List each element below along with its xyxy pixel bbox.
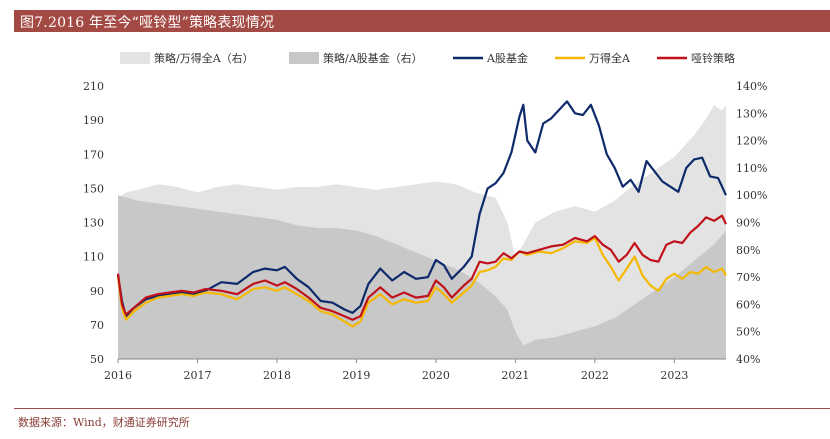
source-divider — [14, 408, 830, 409]
x-tick-label: 2020 — [422, 369, 450, 382]
line-series-5 — [116, 214, 727, 321]
y-right-tick-label: 90% — [736, 217, 760, 230]
title-bar: 图7.2016 年至今“哑铃型”策略表现情况 — [14, 10, 830, 32]
x-tick-label: 2016 — [104, 369, 132, 382]
y-left-tick-label: 150 — [83, 182, 104, 195]
y-left-tick-label: 110 — [83, 251, 104, 264]
y-right-tick-label: 100% — [736, 189, 767, 202]
data-source: 数据来源：Wind，财通证券研究所 — [18, 416, 190, 429]
y-left-tick-label: 170 — [83, 148, 104, 161]
y-left-tick-label: 50 — [90, 353, 104, 366]
y-right-tick-label: 110% — [736, 162, 767, 175]
y-right-tick-label: 70% — [736, 271, 760, 284]
y-right-tick-label: 130% — [736, 107, 767, 120]
y-left-tick-label: 90 — [90, 285, 104, 298]
y-left-tick-label: 130 — [83, 217, 104, 230]
y-right-tick-label: 140% — [736, 80, 767, 93]
legend-label-5: 哑铃策略 — [691, 51, 735, 65]
y-right-tick-label: 60% — [736, 298, 760, 311]
y-left-tick-label: 210 — [83, 80, 104, 93]
chart-title: 图7.2016 年至今“哑铃型”策略表现情况 — [20, 15, 275, 31]
legend-label-2: 策略/A股基金（右） — [323, 51, 423, 65]
legend-label-1: 策略/万得全A（右） — [154, 51, 254, 65]
x-tick-label: 2023 — [660, 369, 688, 382]
y-right-tick-label: 50% — [736, 326, 760, 339]
y-left-tick-label: 190 — [83, 114, 104, 127]
legend-label-4: 万得全A — [589, 51, 631, 65]
x-tick-label: 2022 — [581, 369, 609, 382]
x-tick-label: 2021 — [501, 369, 529, 382]
y-right-tick-label: 40% — [736, 353, 760, 366]
legend-swatch-1 — [120, 52, 150, 64]
y-right-tick-label: 120% — [736, 135, 767, 148]
line-series-3 — [116, 100, 727, 318]
y-right-tick-label: 80% — [736, 244, 760, 257]
line-series-4 — [116, 236, 727, 328]
x-tick-label: 2017 — [183, 369, 211, 382]
x-tick-label: 2019 — [342, 369, 370, 382]
legend-label-3: A股基金 — [486, 51, 528, 65]
barbell-strategy-chart: 2016 2017 2018 2019 2020 2021 2022 2023 210 190 17… — [83, 51, 767, 382]
x-tick-label: 2018 — [263, 369, 291, 382]
y-left-tick-label: 70 — [90, 319, 104, 332]
legend-swatch-2 — [289, 52, 319, 64]
